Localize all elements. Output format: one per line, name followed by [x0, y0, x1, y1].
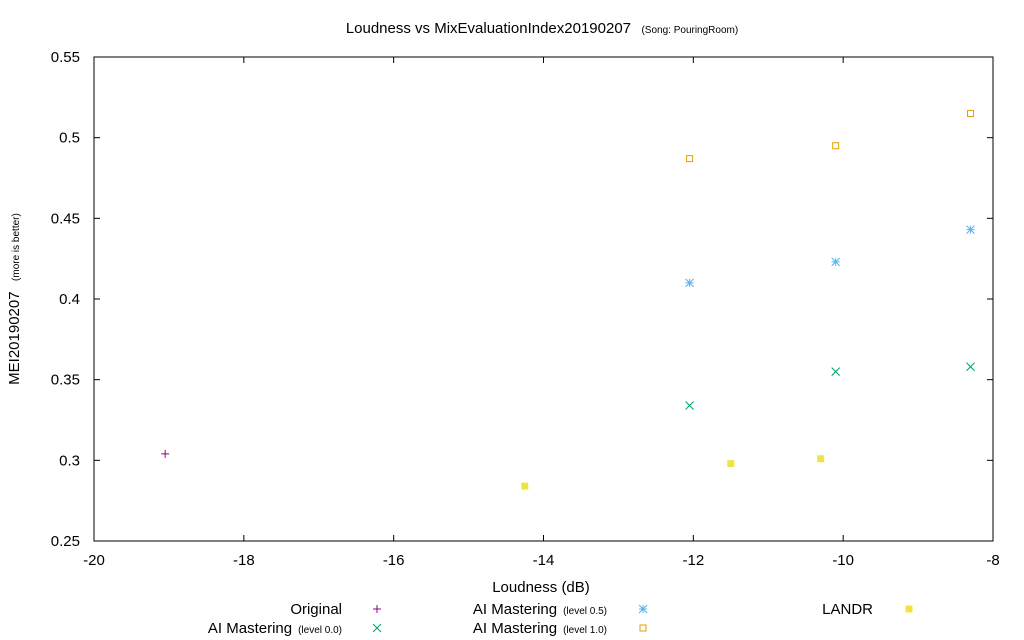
y-tick-label: 0.55 [51, 49, 80, 66]
legend-marker [373, 605, 381, 613]
legend-label: Original [290, 601, 342, 618]
legend-entry: AI Mastering (level 0.5) [473, 601, 648, 618]
y-tick-label: 0.5 [59, 130, 80, 147]
y-tick-label: 0.25 [51, 533, 80, 550]
data-point [966, 225, 975, 234]
data-point [967, 109, 975, 117]
chart-subtitle: (Song: PouringRoom) [641, 25, 738, 36]
chart-title-main: Loudness vs MixEvaluationIndex20190207 [346, 20, 631, 37]
data-point [685, 401, 694, 410]
legend-series-name: Original [290, 601, 342, 618]
data-points [161, 109, 975, 490]
legend-label: AI Mastering (level 0.5) [473, 601, 607, 618]
data-point [966, 362, 975, 372]
data-point [521, 482, 529, 490]
legend-entry: LANDR [822, 601, 913, 618]
x-tick-label: -10 [832, 552, 854, 569]
legend-marker [905, 605, 913, 613]
legend-series-name: AI Mastering [473, 620, 557, 637]
legend-series-note: (level 0.0) [298, 625, 342, 636]
data-point [831, 257, 841, 267]
legend-label: AI Mastering (level 1.0) [473, 620, 607, 637]
y-tick-label: 0.4 [59, 291, 80, 308]
legend-series-note: (level 0.5) [563, 606, 607, 617]
legend-label: LANDR [822, 601, 873, 618]
y-axis-label-main: MEI20190207 [6, 291, 23, 384]
legend-marker [372, 623, 382, 633]
y-tick-label: 0.45 [51, 210, 80, 227]
data-point [832, 142, 840, 150]
x-tick-label: -12 [682, 552, 704, 569]
legend-entry: AI Mastering (level 0.0) [208, 620, 382, 637]
x-tick-label: -8 [986, 552, 999, 569]
legend-series-note: (level 1.0) [563, 625, 607, 636]
data-point [686, 155, 694, 163]
legend-entry: Original [290, 601, 381, 618]
x-tick-label: -18 [233, 552, 255, 569]
x-tick-labels: -20 -18 -16 -14 -12 -10 -8 [83, 552, 1000, 569]
y-tick-label: 0.3 [59, 452, 80, 469]
data-point [161, 449, 170, 458]
legend-series-name: LANDR [822, 601, 873, 618]
data-point [817, 455, 825, 463]
x-tick-label: -20 [83, 552, 105, 569]
data-point [727, 460, 735, 468]
legend-entry: AI Mastering (level 1.0) [473, 620, 647, 637]
legend-label: AI Mastering (level 0.0) [208, 620, 342, 637]
y-tick-label: 0.35 [51, 372, 80, 389]
axis-ticks [93, 56, 994, 542]
legend-marker [639, 624, 647, 632]
y-axis-label: MEI20190207 (more is better) [6, 213, 23, 385]
legend-marker [638, 604, 648, 614]
data-point [831, 367, 841, 376]
data-point [685, 278, 694, 288]
x-tick-label: -14 [533, 552, 555, 569]
legend-series-name: AI Mastering [473, 601, 557, 618]
y-tick-labels: 0.25 0.3 0.35 0.4 0.45 0.5 0.55 [51, 49, 80, 550]
y-axis-label-note: (more is better) [11, 213, 22, 281]
plot-frame [93, 56, 994, 542]
x-tick-label: -16 [383, 552, 405, 569]
legend-series-name: AI Mastering [208, 620, 292, 637]
x-axis-label: Loudness (dB) [492, 579, 590, 596]
chart-title: Loudness vs MixEvaluationIndex20190207 (… [346, 20, 738, 37]
